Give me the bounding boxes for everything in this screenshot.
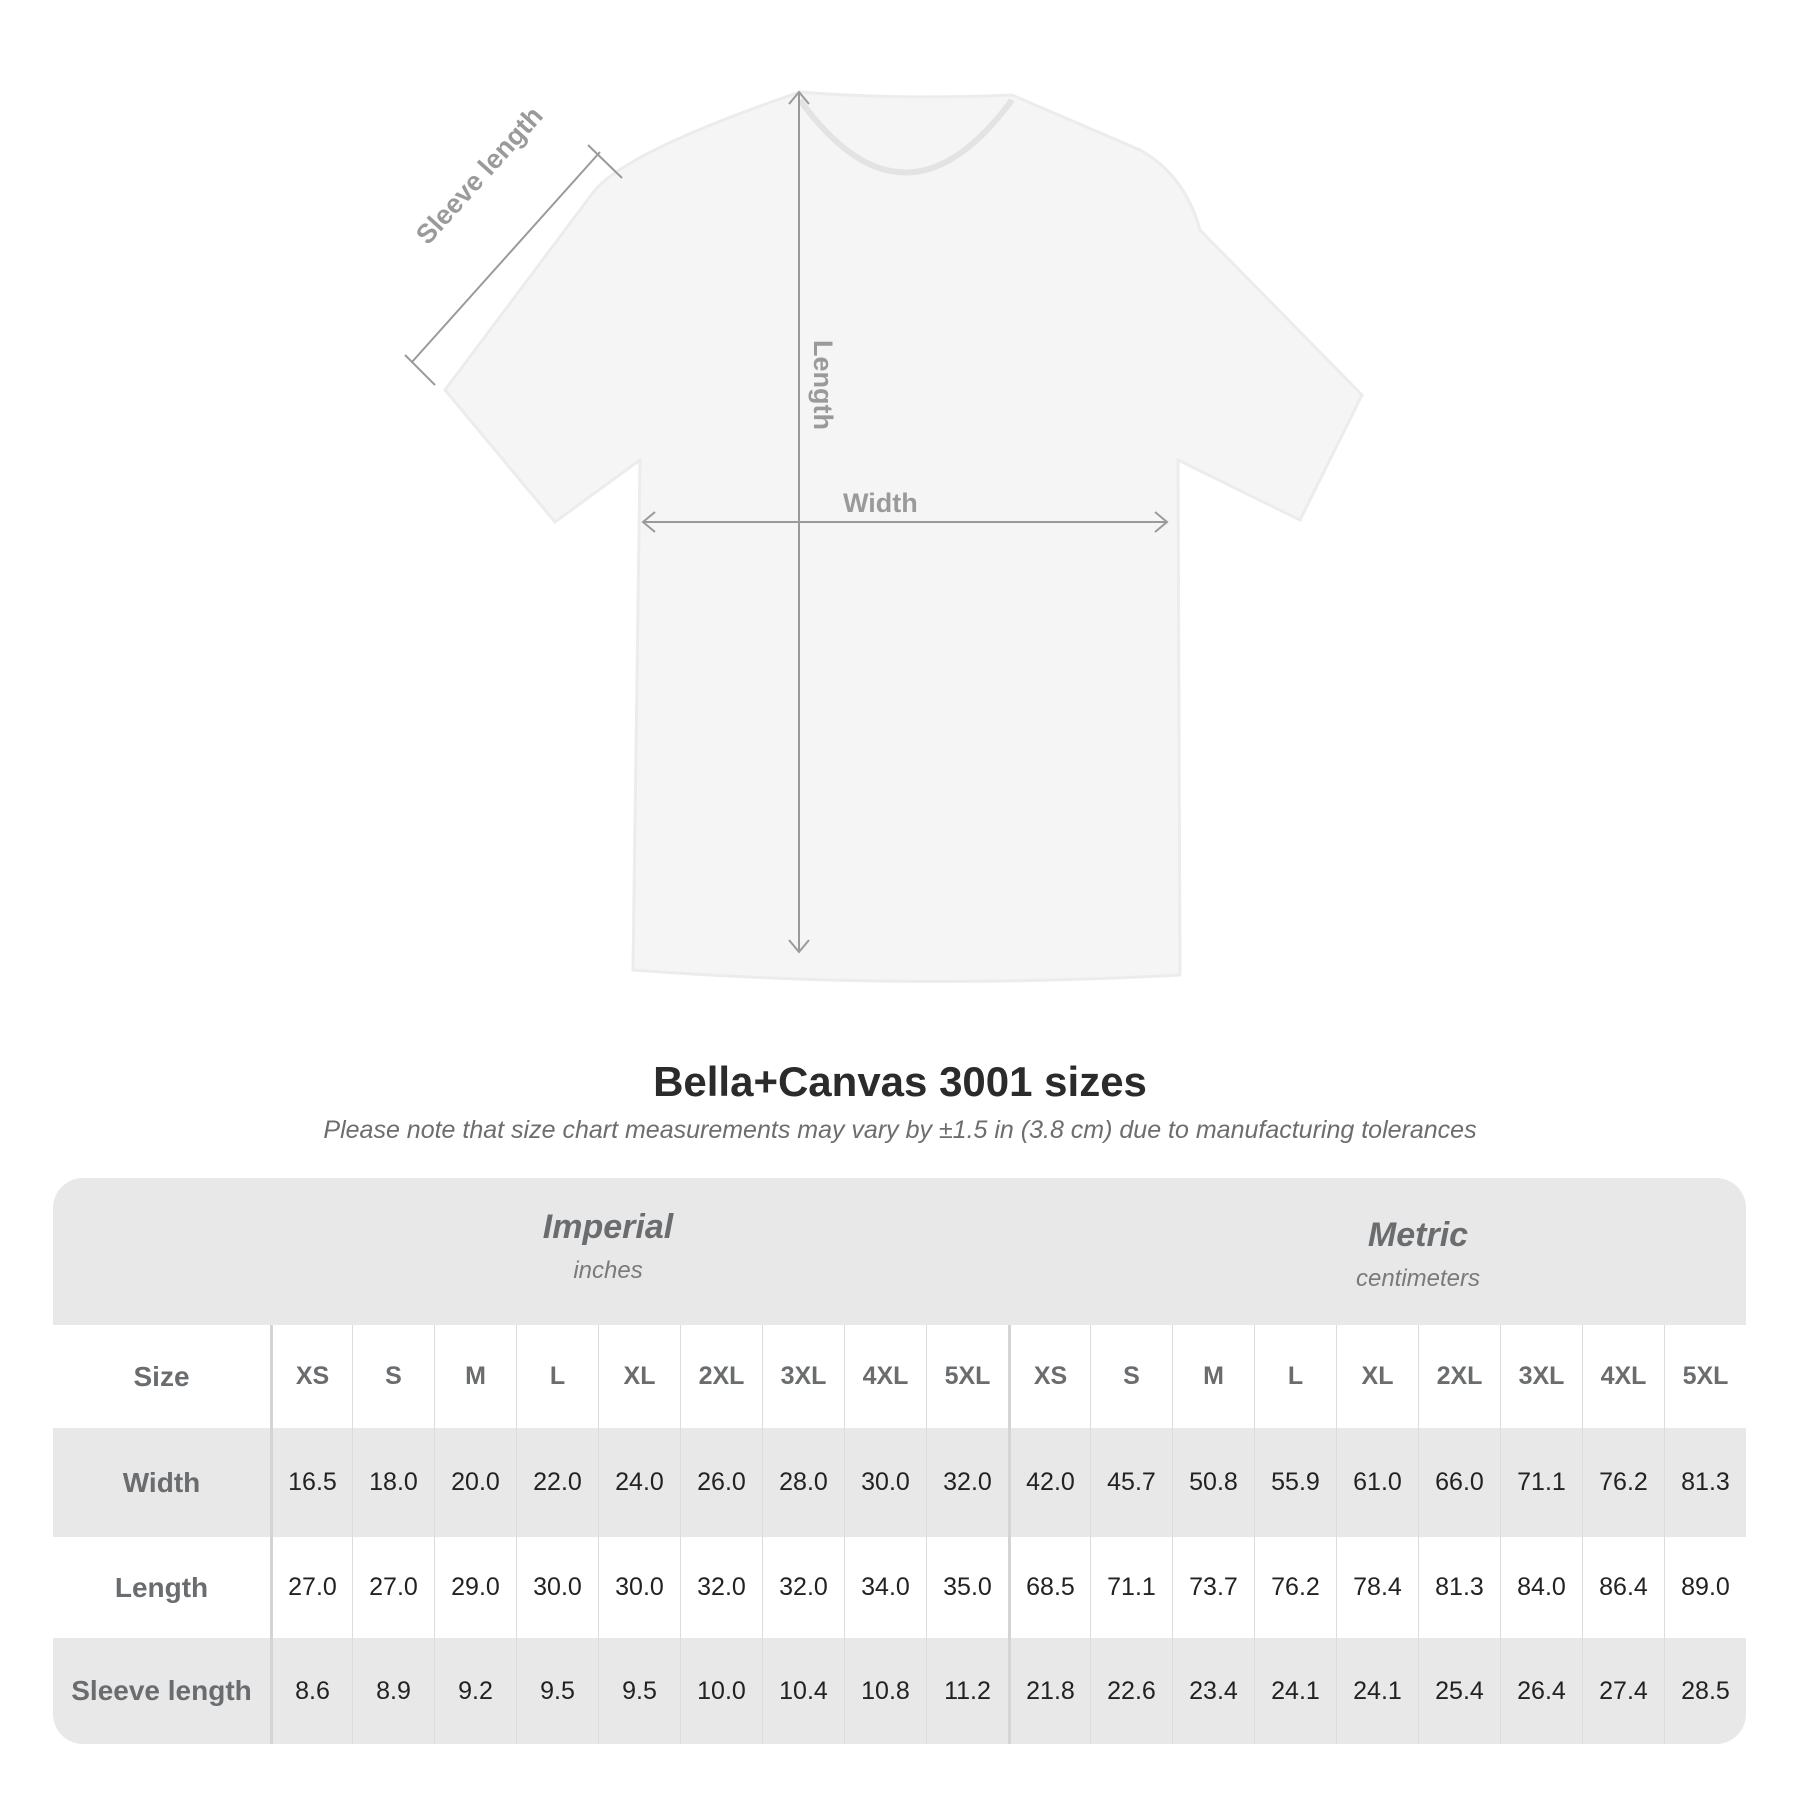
- value-cell: 61.0: [1336, 1428, 1418, 1537]
- size-header-cell: 5XL: [1664, 1325, 1746, 1428]
- value-cell: 9.5: [516, 1638, 598, 1744]
- value-cell: 10.8: [844, 1638, 926, 1744]
- value-cell: 25.4: [1418, 1638, 1500, 1744]
- value-cell: 35.0: [926, 1537, 1008, 1638]
- value-cell: 78.4: [1336, 1537, 1418, 1638]
- value-cell: 73.7: [1172, 1537, 1254, 1638]
- size-header-cell: L: [1254, 1325, 1336, 1428]
- value-cell: 26.4: [1500, 1638, 1582, 1744]
- size-header-cell: 5XL: [926, 1325, 1008, 1428]
- length-arrows: [788, 90, 810, 954]
- value-cell: 34.0: [844, 1537, 926, 1638]
- value-cell: 27.0: [270, 1537, 352, 1638]
- value-cell: 20.0: [434, 1428, 516, 1537]
- tshirt-image: [443, 90, 1364, 983]
- size-header-cell: 3XL: [1500, 1325, 1582, 1428]
- width-arrows: [641, 511, 1169, 533]
- metric-unit: centimeters: [1355, 1265, 1481, 1292]
- value-cell: 32.0: [926, 1428, 1008, 1537]
- metric-header: Metric centimeters: [1118, 1216, 1718, 1293]
- value-cell: 55.9: [1254, 1428, 1336, 1537]
- size-header-cell: S: [352, 1325, 434, 1428]
- value-cell: 23.4: [1172, 1638, 1254, 1744]
- imperial-heading: Imperial: [542, 1208, 674, 1246]
- size-header-cell: 4XL: [1582, 1325, 1664, 1428]
- size-header-cell: XL: [598, 1325, 680, 1428]
- row-label: Size: [133, 1360, 190, 1392]
- value-cell: 86.4: [1582, 1537, 1664, 1638]
- value-cell: 9.5: [598, 1638, 680, 1744]
- table-row: Width 16.5 18.0 20.0 22.0 24.0 26.0 28.0 30.0 32.…: [53, 1428, 1746, 1537]
- size-header-cell: XL: [1336, 1325, 1418, 1428]
- value-cell: 18.0: [352, 1428, 434, 1537]
- table-row: Length 27.0 27.0 29.0 30.0 30.0 32.0 32.0 34.0 35…: [53, 1537, 1746, 1638]
- value-cell: 30.0: [598, 1537, 680, 1638]
- value-cell: 71.1: [1090, 1537, 1172, 1638]
- length-label: Length: [808, 340, 838, 430]
- table-row: Sleeve length 8.6 8.9 9.2 9.5 9.5 10.0 10.4 10.8…: [53, 1638, 1746, 1744]
- value-cell: 24.0: [598, 1428, 680, 1537]
- value-cell: 26.0: [680, 1428, 762, 1537]
- sleeve-line: [411, 151, 601, 363]
- imperial-header: Imperial inches: [308, 1208, 908, 1285]
- value-cell: 45.7: [1090, 1428, 1172, 1537]
- value-cell: 24.1: [1254, 1638, 1336, 1744]
- value-cell: 81.3: [1418, 1537, 1500, 1638]
- value-cell: 9.2: [434, 1638, 516, 1744]
- size-header-cell: XS: [1008, 1325, 1090, 1428]
- value-cell: 16.5: [270, 1428, 352, 1537]
- value-cell: 66.0: [1418, 1428, 1500, 1537]
- size-header-cell: L: [516, 1325, 598, 1428]
- size-header-row: Size XS S M L XL 2XL 3XL 4XL 5XL XS S M L XL 2XL 3XL 4XL 5…: [53, 1325, 1746, 1428]
- value-cell: 76.2: [1582, 1428, 1664, 1537]
- value-cell: 22.6: [1090, 1638, 1172, 1744]
- value-cell: 27.0: [352, 1537, 434, 1638]
- value-cell: 68.5: [1008, 1537, 1090, 1638]
- size-header-cell: XS: [270, 1325, 352, 1428]
- value-cell: 24.1: [1336, 1638, 1418, 1744]
- tshirt-collar: [797, 98, 1015, 176]
- size-header-cell: 3XL: [762, 1325, 844, 1428]
- value-cell: 42.0: [1008, 1428, 1090, 1537]
- value-cell: 11.2: [926, 1638, 1008, 1744]
- size-header-cell: M: [1172, 1325, 1254, 1428]
- value-cell: 8.6: [270, 1638, 352, 1744]
- measure-lines: [404, 90, 1169, 954]
- value-cell: 32.0: [680, 1537, 762, 1638]
- metric-heading: Metric: [1367, 1216, 1469, 1254]
- tshirt-diagram: [404, 90, 1364, 983]
- tolerance-note: Please note that size chart measurements…: [323, 1116, 1477, 1144]
- value-cell: 29.0: [434, 1537, 516, 1638]
- page-title: Bella+Canvas 3001 sizes: [653, 1058, 1147, 1105]
- value-cell: 22.0: [516, 1428, 598, 1537]
- size-header-cell: 4XL: [844, 1325, 926, 1428]
- row-label: Length: [114, 1571, 209, 1603]
- imperial-unit: inches: [573, 1257, 643, 1284]
- value-cell: 10.0: [680, 1638, 762, 1744]
- sleeve-ticks: [404, 144, 623, 386]
- width-label: Width: [843, 488, 918, 518]
- value-cell: 28.0: [762, 1428, 844, 1537]
- value-cell: 8.9: [352, 1638, 434, 1744]
- row-label: Sleeve length: [71, 1675, 252, 1706]
- size-header-cell: 2XL: [680, 1325, 762, 1428]
- row-label: Width: [122, 1466, 201, 1498]
- value-cell: 76.2: [1254, 1537, 1336, 1638]
- size-header-cell: M: [434, 1325, 516, 1428]
- value-cell: 81.3: [1664, 1428, 1746, 1537]
- value-cell: 28.5: [1664, 1638, 1746, 1744]
- size-header-cell: S: [1090, 1325, 1172, 1428]
- value-cell: 71.1: [1500, 1428, 1582, 1537]
- value-cell: 21.8: [1008, 1638, 1090, 1744]
- value-cell: 89.0: [1664, 1537, 1746, 1638]
- value-cell: 84.0: [1500, 1537, 1582, 1638]
- value-cell: 10.4: [762, 1638, 844, 1744]
- value-cell: 30.0: [844, 1428, 926, 1537]
- size-header-cell: 2XL: [1418, 1325, 1500, 1428]
- value-cell: 32.0: [762, 1537, 844, 1638]
- size-table: Imperial inches Metric centimeters Size X…: [53, 1178, 1746, 1744]
- value-cell: 50.8: [1172, 1428, 1254, 1537]
- value-cell: 27.4: [1582, 1638, 1664, 1744]
- value-cell: 30.0: [516, 1537, 598, 1638]
